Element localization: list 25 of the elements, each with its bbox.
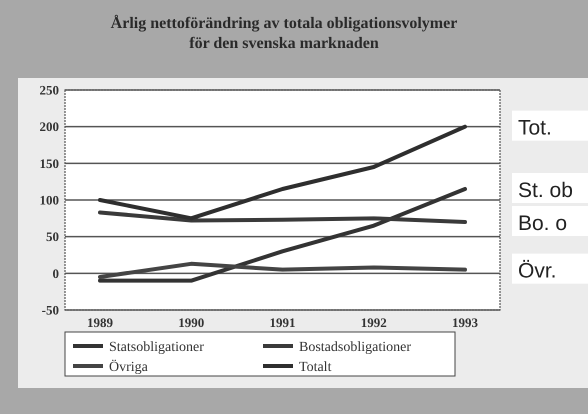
annotation: Tot.: [518, 116, 552, 140]
y-tick-label: 200: [40, 119, 59, 134]
y-tick-label: 250: [40, 82, 59, 98]
x-tick-label: 1990: [178, 315, 204, 330]
legend-label: Statsobligationer: [109, 340, 204, 355]
legend-label: Totalt: [299, 360, 332, 375]
y-tick-label: 0: [52, 266, 59, 281]
annotation: St. ob: [518, 179, 573, 202]
y-tick-label: 50: [46, 229, 59, 244]
line-series: [98, 187, 467, 283]
y-tick-label: -50: [42, 302, 59, 318]
x-tick-label: 1993: [452, 315, 478, 330]
chart-subtitle: för den svenska marknaden: [189, 35, 379, 52]
line-series: [98, 262, 467, 279]
annotation: Övr.: [518, 260, 557, 283]
legend-label: Bostadsobligationer: [299, 340, 412, 355]
x-tick-label: 1991: [270, 315, 296, 330]
x-tick-label: 1992: [360, 315, 387, 330]
line-series: [98, 124, 467, 220]
x-tick-label: 1989: [87, 315, 114, 330]
y-tick-label: 100: [40, 192, 59, 208]
legend-label: Övriga: [109, 358, 149, 375]
y-tick-label: 150: [40, 156, 59, 171]
chart-title: Årlig nettoförändring av totala obligationsvolymer: [110, 14, 458, 32]
annotation: Bo. o: [518, 212, 568, 235]
